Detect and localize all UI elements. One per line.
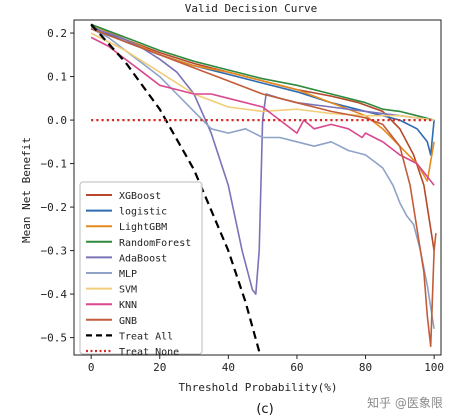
y-tick-label: 0.2 [47, 27, 67, 40]
legend-label: SVM [119, 285, 137, 296]
chart-title: Valid Decision Curve [185, 2, 317, 15]
y-axis: 0.2 0.1 0.0 −0.1 −0.2 −0.3 −0.4 −0.5 [41, 27, 74, 345]
x-tick-label: 80 [359, 361, 372, 374]
series-line-xgboost [90, 23, 435, 251]
figure-caption: (c) [256, 402, 273, 417]
x-tick-label: 100 [424, 361, 444, 374]
legend-box [79, 181, 203, 355]
y-tick-label: −0.1 [41, 158, 68, 171]
y-tick-label: −0.4 [41, 288, 68, 301]
legend-label: AdaBoost [119, 253, 167, 264]
legend-label: Treat None [119, 347, 179, 358]
legend: XGBoost logistic LightGBM RandomForest AdaBo… [79, 181, 203, 358]
x-axis-label: Threshold Probability(%) [179, 381, 338, 394]
x-tick-label: 0 [88, 361, 95, 374]
series-layer [90, 23, 437, 355]
y-axis-label: Mean Net Benefit [20, 137, 33, 243]
legend-label: Treat All [119, 331, 173, 342]
legend-label: XGBoost [119, 191, 161, 202]
legend-label: logistic [119, 207, 167, 218]
legend-label: RandomForest [119, 238, 191, 249]
y-tick-label: −0.3 [41, 245, 68, 258]
legend-label: GNB [119, 316, 137, 327]
series-line-knn [90, 36, 435, 186]
series-line-mlp [90, 27, 435, 330]
series-line-randomforest [90, 23, 435, 121]
legend-label: LightGBM [119, 222, 167, 233]
x-tick-label: 20 [153, 361, 166, 374]
legend-label: MLP [119, 269, 137, 280]
y-tick-label: −0.5 [41, 332, 68, 345]
series-line-adaboost [90, 27, 435, 295]
x-tick-label: 60 [290, 361, 303, 374]
x-tick-label: 40 [222, 361, 235, 374]
watermark: 知乎 @医象限 [367, 396, 443, 410]
y-tick-label: 0.1 [47, 71, 67, 84]
y-tick-label: 0.0 [47, 114, 67, 127]
legend-label: KNN [119, 300, 137, 311]
x-axis: 0 20 40 60 80 100 [88, 355, 444, 374]
y-tick-label: −0.2 [41, 201, 68, 214]
series-line-svm [90, 32, 435, 121]
